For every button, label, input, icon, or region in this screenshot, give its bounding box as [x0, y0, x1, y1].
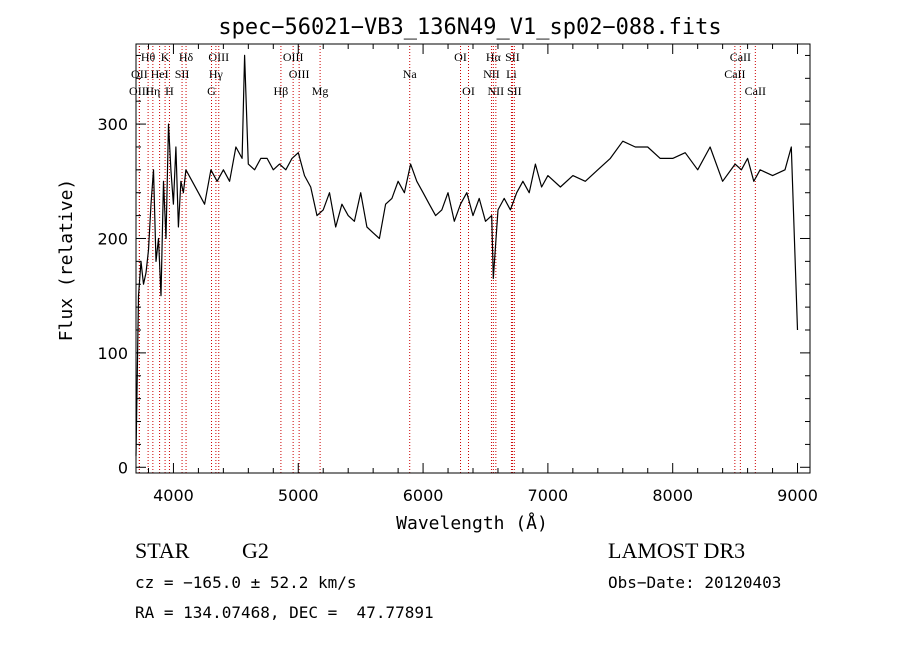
- line-marker-label: OIII: [283, 50, 304, 64]
- plot-frame: [135, 43, 811, 474]
- survey-label: LAMOST DR3: [608, 538, 746, 563]
- line-marker-label: OIII: [289, 67, 310, 81]
- x-tick-label: 8000: [652, 486, 693, 505]
- y-axis-label: Flux (relative): [56, 179, 77, 342]
- line-marker-label: H: [165, 84, 174, 98]
- line-marker-label: Hγ: [209, 67, 224, 81]
- line-marker-label: HeI: [151, 67, 169, 81]
- line-marker-label: SII: [507, 84, 522, 98]
- line-marker-label: CaII: [730, 50, 751, 64]
- line-marker-label: Na: [403, 67, 418, 81]
- line-marker-label: NII: [488, 84, 505, 98]
- x-tick-label: 7000: [528, 486, 569, 505]
- coordinates-readout: RA = 134.07468, DEC = 47.77891: [135, 603, 434, 622]
- x-tick-label: 9000: [777, 486, 818, 505]
- redshift-readout: cz = −165.0 ± 52.2 km/s: [135, 573, 357, 592]
- line-marker-label: SII: [505, 50, 520, 64]
- x-axis-label: Wavelength (Å): [396, 512, 548, 534]
- line-marker-label: CaII: [724, 67, 745, 81]
- y-tick-label: 100: [97, 344, 128, 363]
- object-class: STAR: [135, 538, 190, 563]
- line-marker-label: OI: [462, 84, 475, 98]
- y-tick-label: 200: [97, 229, 128, 248]
- line-marker-label: K: [161, 50, 170, 64]
- line-marker-label: Hα: [486, 50, 502, 64]
- line-marker-label: NII: [483, 67, 500, 81]
- line-marker-label: SII: [175, 67, 190, 81]
- y-tick-label: 0: [118, 458, 128, 477]
- line-marker-label: Hθ: [141, 50, 156, 64]
- line-marker-label: Mg: [312, 84, 329, 98]
- line-marker-label: Li: [506, 67, 517, 81]
- line-marker-label: Hδ: [179, 50, 194, 64]
- y-tick-label: 300: [97, 115, 128, 134]
- observation-date: Obs−Date: 20120403: [608, 573, 782, 592]
- line-marker-label: CaII: [745, 84, 766, 98]
- line-marker-label: Hβ: [274, 84, 289, 98]
- chart-title: spec−56021−VB3_136N49_V1_sp02−088.fits: [218, 15, 721, 40]
- line-marker-label: OI: [454, 50, 467, 64]
- line-marker-label: OIII: [129, 84, 150, 98]
- x-tick-label: 5000: [278, 486, 319, 505]
- spectrum-line: [135, 54, 799, 456]
- line-marker-label: OIII: [208, 50, 229, 64]
- line-marker-label: G: [207, 84, 216, 98]
- spectrum-layer: [135, 54, 799, 456]
- x-tick-label: 6000: [403, 486, 444, 505]
- axis-layer: 4000 5000 6000 7000 8000 9000 0 100 200 300: [97, 43, 818, 505]
- line-marker-label: Hη: [145, 84, 160, 98]
- object-subclass: G2: [242, 538, 269, 563]
- x-tick-label: 4000: [153, 486, 194, 505]
